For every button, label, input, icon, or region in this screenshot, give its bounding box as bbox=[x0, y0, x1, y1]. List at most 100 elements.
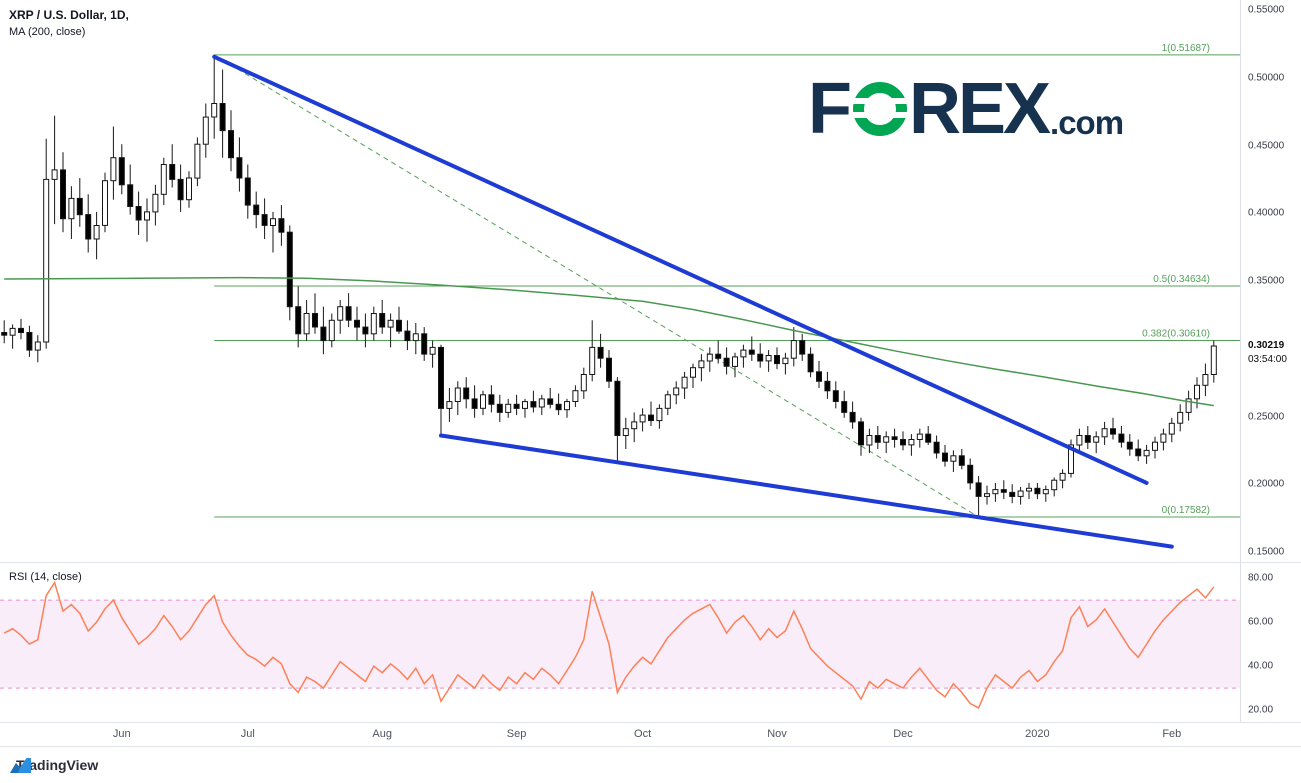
candlestick bbox=[748, 349, 755, 355]
candlestick bbox=[76, 197, 83, 216]
candlestick bbox=[202, 116, 209, 145]
pane-separator[interactable] bbox=[0, 562, 1301, 563]
candlestick bbox=[110, 157, 117, 182]
candlestick bbox=[664, 394, 671, 409]
candlestick bbox=[118, 157, 125, 186]
candlestick bbox=[849, 411, 856, 423]
candlestick bbox=[580, 374, 587, 392]
candlestick bbox=[127, 184, 134, 208]
forex-logo-suffix-com: .com bbox=[1050, 104, 1124, 141]
time-axis[interactable]: Jun Jul Aug Sep Oct Nov Dec 2020 Feb bbox=[0, 722, 1301, 747]
current-price-value: 0.30219 bbox=[1248, 340, 1285, 351]
rsi-indicator-label[interactable]: RSI (14, close) bbox=[9, 571, 82, 583]
wedge-upper-trendline[interactable] bbox=[212, 54, 1149, 485]
candlestick bbox=[362, 326, 369, 335]
fib-retracement[interactable]: 1(0.51687) 0.5(0.34634) 0.382(0.30610) 0(0.… bbox=[214, 43, 1240, 518]
candlestick bbox=[967, 464, 974, 484]
candlestick bbox=[1118, 433, 1125, 443]
candlestick bbox=[337, 306, 344, 321]
candlestick bbox=[1, 332, 8, 336]
candlestick bbox=[1168, 422, 1175, 435]
price-chart-canvas[interactable]: 1(0.51687) 0.5(0.34634) 0.382(0.30610) 0(0.… bbox=[0, 0, 1240, 562]
candlestick bbox=[370, 313, 377, 335]
candlestick bbox=[900, 439, 906, 446]
candlestick bbox=[152, 193, 159, 213]
candlestick bbox=[9, 327, 16, 336]
candlestick bbox=[1143, 449, 1150, 457]
candlestick bbox=[18, 327, 24, 333]
candlestick bbox=[211, 103, 218, 118]
time-tick-label: Nov bbox=[767, 728, 787, 740]
candlestick bbox=[614, 380, 621, 436]
candlestick bbox=[1084, 435, 1091, 443]
current-price-time: 03:54:00 bbox=[1248, 354, 1287, 365]
candlestick bbox=[807, 353, 814, 373]
price-axis[interactable]: 0.30219 03:54:00 0.55000 0.50000 0.45000 0.… bbox=[1240, 0, 1301, 746]
price-tick-label: 0.35000 bbox=[1248, 275, 1285, 287]
candlestick bbox=[1059, 472, 1066, 481]
fib-level-label: 0.5(0.34634) bbox=[1153, 274, 1210, 285]
candlestick bbox=[723, 357, 730, 367]
tradingview-logo-text[interactable]: TradingView bbox=[16, 757, 99, 773]
candlestick bbox=[597, 346, 604, 359]
time-tick-label: Aug bbox=[372, 728, 392, 740]
candlestick bbox=[816, 371, 822, 382]
candlestick bbox=[421, 333, 428, 355]
bottom-toolbar: TradingView bbox=[0, 746, 1301, 783]
candlestick bbox=[1110, 428, 1116, 435]
forex-logo-letters-rex: REX bbox=[908, 69, 1051, 149]
ma-200-line[interactable] bbox=[4, 276, 1214, 407]
candlestick bbox=[446, 401, 453, 409]
candlestick bbox=[34, 341, 41, 351]
candlestick bbox=[480, 394, 486, 409]
candlestick bbox=[244, 177, 251, 206]
time-tick-label: Dec bbox=[893, 728, 913, 740]
candlestick bbox=[908, 439, 915, 446]
candlestick bbox=[345, 306, 352, 321]
candlestick bbox=[303, 313, 310, 335]
forex-watermark-logo: F REX .com bbox=[808, 69, 1124, 149]
candlestick bbox=[547, 398, 554, 405]
candlestick bbox=[832, 390, 839, 403]
wedge-lower-trendline[interactable] bbox=[439, 433, 1174, 549]
candlestick bbox=[194, 143, 201, 179]
candlestick bbox=[866, 435, 873, 446]
candlestick bbox=[261, 214, 268, 226]
candlestick bbox=[312, 313, 318, 328]
candlestick bbox=[925, 433, 932, 443]
rsi-tick-label: 80.00 bbox=[1248, 572, 1274, 584]
fib-level-label: 0(0.17582) bbox=[1162, 505, 1210, 516]
candlestick bbox=[883, 436, 890, 443]
candlestick bbox=[530, 401, 537, 408]
candlestick bbox=[916, 433, 923, 441]
price-tick-label: 0.45000 bbox=[1248, 140, 1285, 151]
fib-level-label: 1(0.51687) bbox=[1162, 43, 1210, 54]
candlestick bbox=[169, 164, 176, 180]
symbol-title[interactable]: XRP / U.S. Dollar, 1D, bbox=[9, 8, 129, 22]
candlestick bbox=[253, 204, 260, 216]
fib-baseline-dashed[interactable] bbox=[213, 54, 979, 518]
candlestick bbox=[1152, 441, 1158, 451]
candlestick bbox=[1042, 489, 1049, 495]
time-tick-label: Jun bbox=[112, 728, 131, 740]
candlestick bbox=[681, 376, 688, 389]
candlestick bbox=[404, 330, 411, 342]
candlestick bbox=[85, 214, 92, 240]
ma-indicator-label[interactable]: MA (200, close) bbox=[9, 26, 86, 38]
candlestick bbox=[219, 103, 226, 132]
price-tick-label: 0.55000 bbox=[1248, 4, 1285, 16]
candlestick bbox=[505, 403, 512, 413]
rsi-chart-canvas[interactable] bbox=[0, 562, 1240, 722]
candlestick bbox=[950, 455, 957, 462]
candlestick bbox=[1034, 487, 1041, 495]
candles-layer[interactable] bbox=[1, 54, 1217, 517]
candlestick bbox=[648, 414, 654, 422]
candlestick bbox=[538, 398, 545, 408]
time-tick-label: Oct bbox=[634, 728, 652, 740]
candlestick bbox=[26, 332, 33, 351]
rsi-line[interactable] bbox=[3, 580, 1215, 709]
candlestick bbox=[715, 353, 722, 359]
candlestick bbox=[102, 180, 108, 226]
candlestick bbox=[1185, 398, 1192, 413]
candlestick bbox=[43, 178, 50, 343]
